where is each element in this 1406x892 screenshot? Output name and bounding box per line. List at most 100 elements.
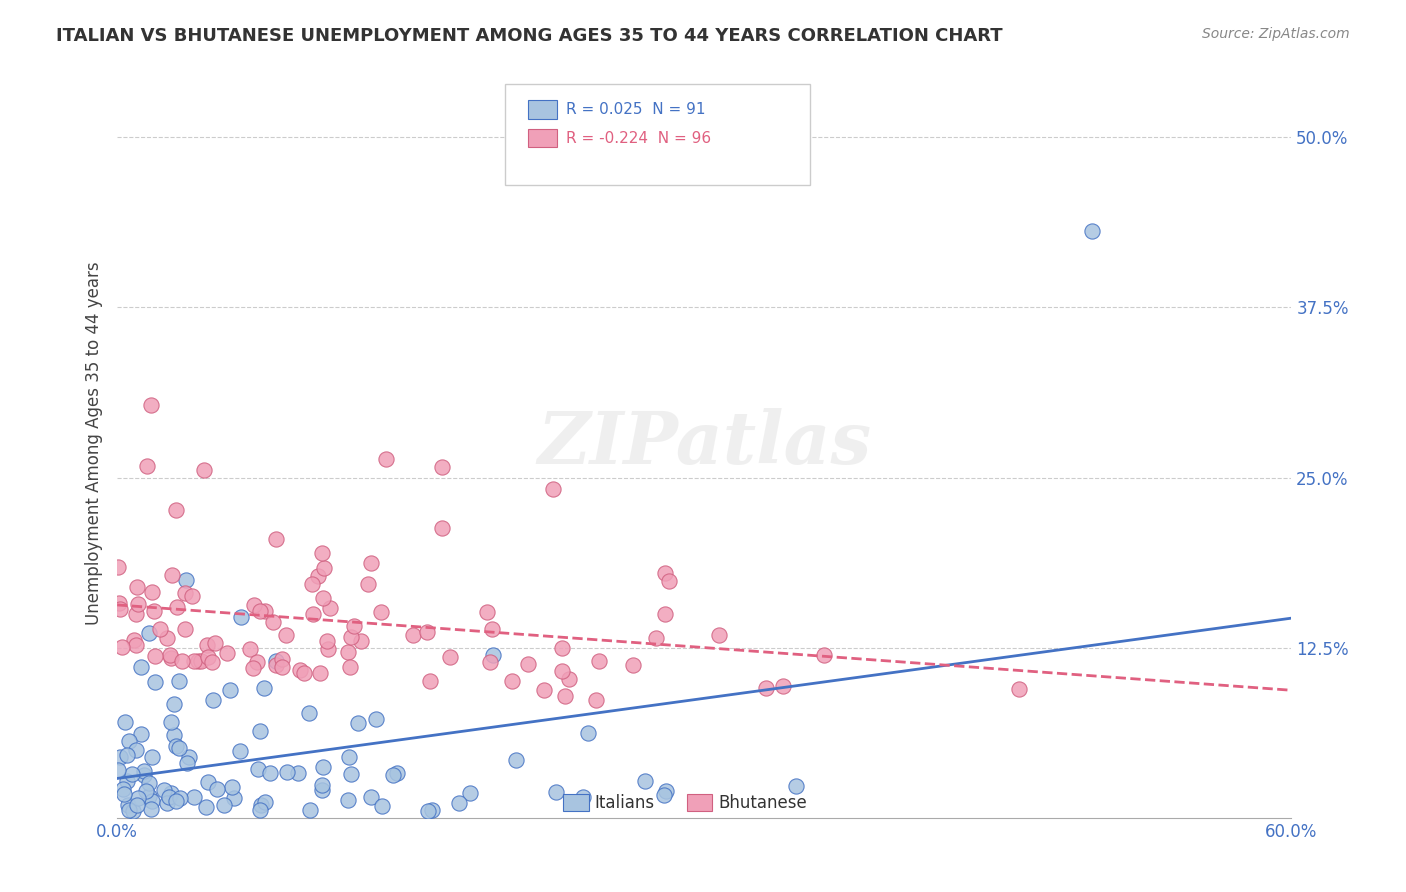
Point xyxy=(165,794,187,808)
Point xyxy=(176,756,198,770)
Point xyxy=(215,646,238,660)
Point xyxy=(228,744,250,758)
Point xyxy=(551,640,574,655)
Point xyxy=(482,648,505,663)
Point xyxy=(339,660,361,674)
Point xyxy=(458,786,481,800)
Point xyxy=(546,785,568,799)
Point xyxy=(360,789,382,804)
Point xyxy=(755,681,778,695)
Point xyxy=(292,665,315,680)
Point xyxy=(107,559,129,574)
Point xyxy=(371,799,394,814)
Point xyxy=(166,599,188,614)
Point xyxy=(159,648,181,662)
Point xyxy=(246,655,269,669)
Point xyxy=(222,790,245,805)
Point xyxy=(288,663,311,677)
Point xyxy=(141,793,163,807)
Point xyxy=(141,585,163,599)
Point xyxy=(127,597,149,611)
Point xyxy=(447,797,470,811)
Point xyxy=(785,779,807,793)
Point xyxy=(165,739,187,753)
Point xyxy=(156,796,179,810)
Point xyxy=(197,775,219,789)
Point xyxy=(621,658,644,673)
Point xyxy=(201,693,224,707)
Bar xyxy=(529,128,558,147)
Point xyxy=(252,681,274,695)
Point xyxy=(385,765,408,780)
Point xyxy=(141,398,163,412)
Point xyxy=(153,783,176,797)
Point xyxy=(307,568,329,582)
Point xyxy=(541,482,564,496)
Point xyxy=(143,648,166,663)
Point xyxy=(118,803,141,817)
Point xyxy=(264,654,287,668)
Point xyxy=(125,607,148,621)
Point xyxy=(652,789,675,803)
Point xyxy=(336,645,359,659)
Point xyxy=(298,706,321,721)
Point xyxy=(117,748,139,763)
Point xyxy=(115,774,138,789)
Point xyxy=(309,665,332,680)
Point xyxy=(174,586,197,600)
Point xyxy=(276,764,298,779)
Point xyxy=(259,765,281,780)
Point xyxy=(110,749,132,764)
Point xyxy=(229,610,252,624)
Point xyxy=(110,602,132,616)
Point xyxy=(174,622,197,636)
Point xyxy=(132,767,155,781)
Point xyxy=(111,782,134,797)
Point xyxy=(360,557,382,571)
Point xyxy=(193,463,215,477)
Point xyxy=(337,750,360,764)
Point xyxy=(340,631,363,645)
Point xyxy=(557,672,579,686)
Point xyxy=(117,798,139,813)
Point xyxy=(274,628,297,642)
Point xyxy=(654,566,676,580)
Point xyxy=(1008,681,1031,696)
Point xyxy=(170,654,193,668)
Point xyxy=(813,648,835,662)
Point xyxy=(167,674,190,689)
Point xyxy=(420,803,443,817)
Point xyxy=(122,805,145,819)
Bar xyxy=(564,795,589,811)
Point xyxy=(312,561,335,575)
Point xyxy=(174,574,197,588)
Point xyxy=(163,728,186,742)
Point xyxy=(270,652,292,666)
Point xyxy=(271,660,294,674)
Point xyxy=(430,460,453,475)
Point xyxy=(160,714,183,729)
Point xyxy=(183,789,205,804)
Point xyxy=(197,650,219,665)
Point xyxy=(187,654,209,668)
Point xyxy=(167,740,190,755)
Point xyxy=(364,712,387,726)
Point xyxy=(157,789,180,804)
Point xyxy=(135,784,157,798)
Point xyxy=(1080,224,1102,238)
Point xyxy=(242,661,264,675)
Point xyxy=(190,654,212,668)
Point xyxy=(382,768,405,782)
Point xyxy=(165,503,187,517)
Text: Bhutanese: Bhutanese xyxy=(718,794,807,812)
Point xyxy=(195,638,218,652)
Point xyxy=(312,759,335,773)
Point xyxy=(107,763,129,777)
Point xyxy=(169,790,191,805)
Point xyxy=(194,800,217,814)
Point xyxy=(249,724,271,739)
Point xyxy=(138,776,160,790)
Point xyxy=(301,577,323,591)
Point xyxy=(311,783,333,797)
Point xyxy=(772,679,794,693)
